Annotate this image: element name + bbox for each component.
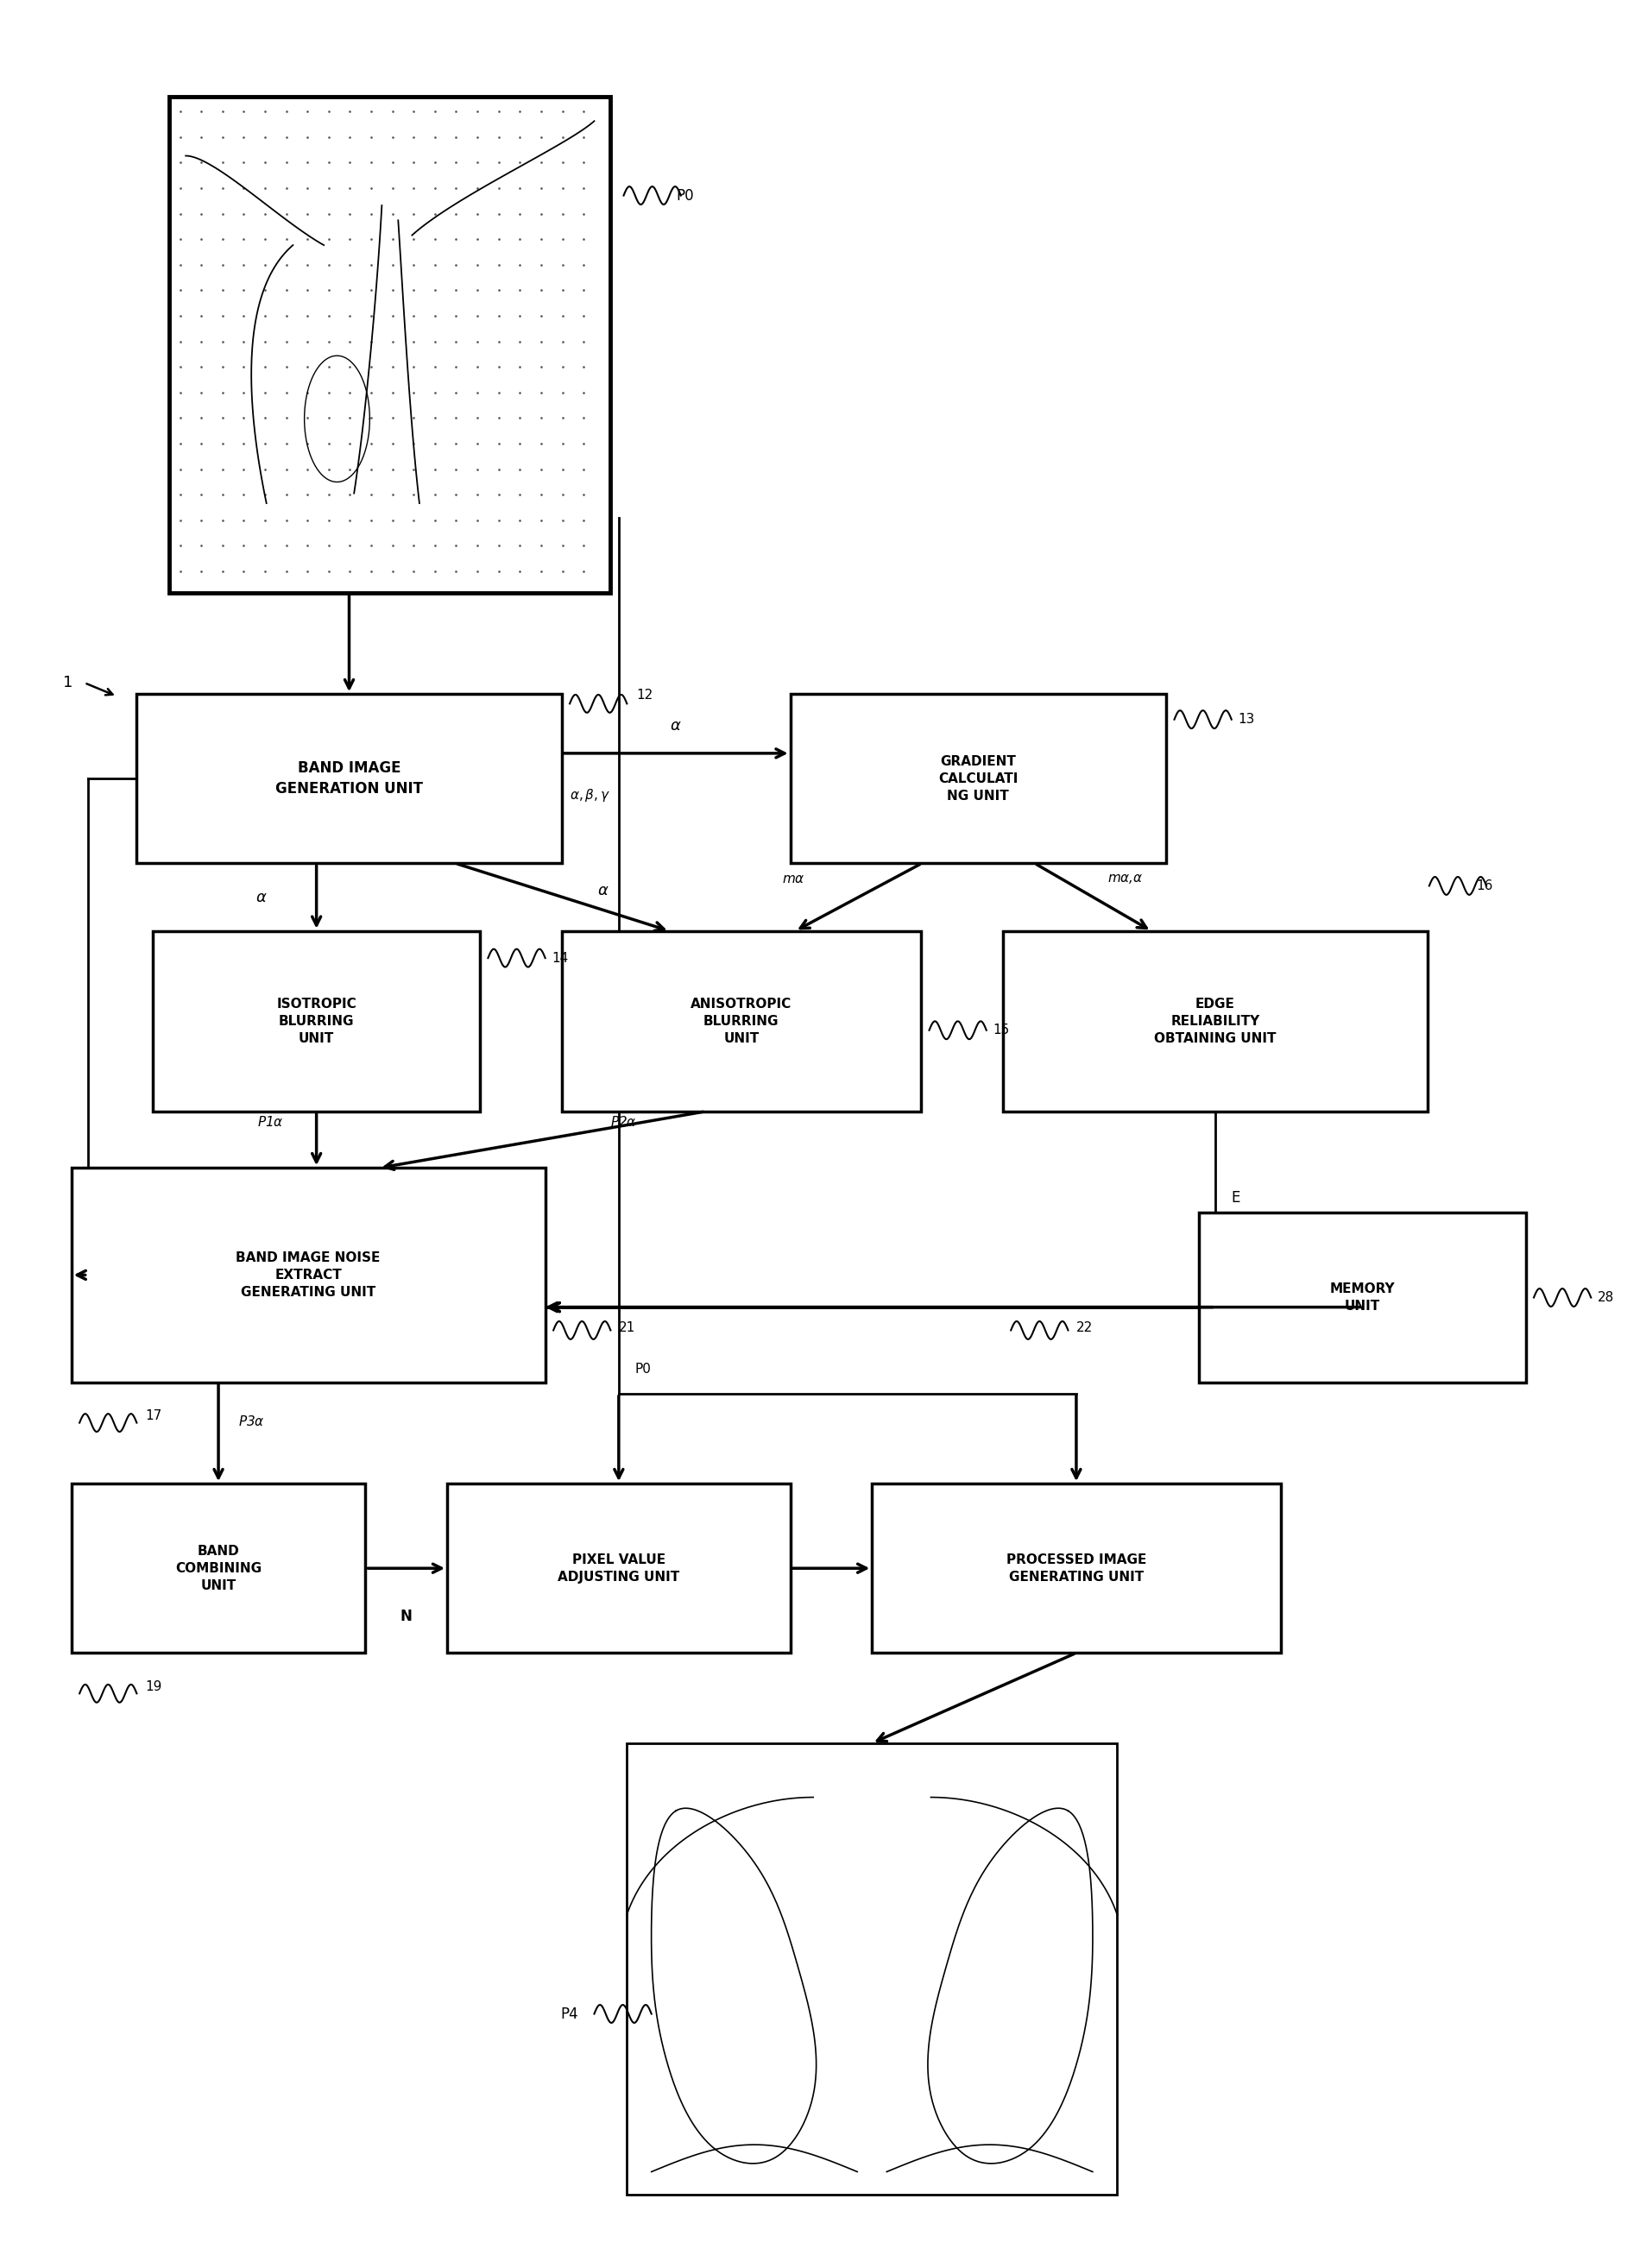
Text: 21: 21 bbox=[619, 1322, 635, 1334]
Text: $\alpha$: $\alpha$ bbox=[597, 882, 609, 898]
Text: BAND
COMBINING
UNIT: BAND COMBINING UNIT bbox=[174, 1545, 262, 1592]
Text: P0: P0 bbox=[677, 188, 693, 204]
Text: 13: 13 bbox=[1238, 712, 1254, 726]
Text: $\alpha,\beta,\gamma$: $\alpha,\beta,\gamma$ bbox=[570, 787, 611, 803]
Text: P4: P4 bbox=[560, 2007, 578, 2021]
Text: 16: 16 bbox=[1476, 880, 1493, 891]
Bar bbox=[71, 1483, 365, 1653]
Text: PIXEL VALUE
ADJUSTING UNIT: PIXEL VALUE ADJUSTING UNIT bbox=[558, 1554, 680, 1583]
Text: GRADIENT
CALCULATI
NG UNIT: GRADIENT CALCULATI NG UNIT bbox=[938, 755, 1019, 803]
Text: PROCESSED IMAGE
GENERATING UNIT: PROCESSED IMAGE GENERATING UNIT bbox=[1006, 1554, 1146, 1583]
Text: 19: 19 bbox=[145, 1681, 161, 1694]
Text: MEMORY
UNIT: MEMORY UNIT bbox=[1330, 1281, 1394, 1313]
Bar bbox=[448, 1483, 790, 1653]
Bar bbox=[153, 930, 481, 1111]
Text: 1: 1 bbox=[63, 676, 72, 689]
Text: ANISOTROPIC
BLURRING
UNIT: ANISOTROPIC BLURRING UNIT bbox=[691, 998, 792, 1046]
Bar bbox=[561, 930, 922, 1111]
Text: m$\alpha$: m$\alpha$ bbox=[782, 873, 805, 885]
Text: 14: 14 bbox=[551, 953, 568, 964]
Text: 28: 28 bbox=[1598, 1290, 1615, 1304]
Text: EDGE
RELIABILITY
OBTAINING UNIT: EDGE RELIABILITY OBTAINING UNIT bbox=[1154, 998, 1276, 1046]
Text: BAND IMAGE NOISE
EXTRACT
GENERATING UNIT: BAND IMAGE NOISE EXTRACT GENERATING UNIT bbox=[235, 1252, 380, 1300]
Text: 15: 15 bbox=[993, 1023, 1009, 1036]
Text: BAND IMAGE
GENERATION UNIT: BAND IMAGE GENERATION UNIT bbox=[275, 760, 423, 796]
Text: E: E bbox=[1231, 1191, 1241, 1207]
Text: P2$\alpha$: P2$\alpha$ bbox=[611, 1114, 637, 1129]
Text: ISOTROPIC
BLURRING
UNIT: ISOTROPIC BLURRING UNIT bbox=[277, 998, 357, 1046]
Bar bbox=[790, 694, 1165, 864]
Bar bbox=[137, 694, 561, 864]
Text: P0: P0 bbox=[635, 1363, 652, 1374]
Text: $\alpha$: $\alpha$ bbox=[670, 719, 681, 735]
Bar bbox=[170, 95, 611, 592]
Text: $\alpha$: $\alpha$ bbox=[255, 889, 267, 905]
Text: 12: 12 bbox=[637, 689, 653, 701]
Bar bbox=[1198, 1213, 1526, 1381]
Text: m$\alpha$,$\alpha$: m$\alpha$,$\alpha$ bbox=[1108, 873, 1144, 885]
Text: N: N bbox=[400, 1608, 412, 1624]
Bar bbox=[627, 1744, 1118, 2195]
Text: P1$\alpha$: P1$\alpha$ bbox=[257, 1114, 283, 1129]
Bar bbox=[71, 1168, 545, 1381]
Bar bbox=[872, 1483, 1281, 1653]
Text: P3$\alpha$: P3$\alpha$ bbox=[239, 1415, 265, 1429]
Text: 17: 17 bbox=[145, 1408, 161, 1422]
Text: 22: 22 bbox=[1076, 1322, 1093, 1334]
Bar bbox=[1002, 930, 1427, 1111]
